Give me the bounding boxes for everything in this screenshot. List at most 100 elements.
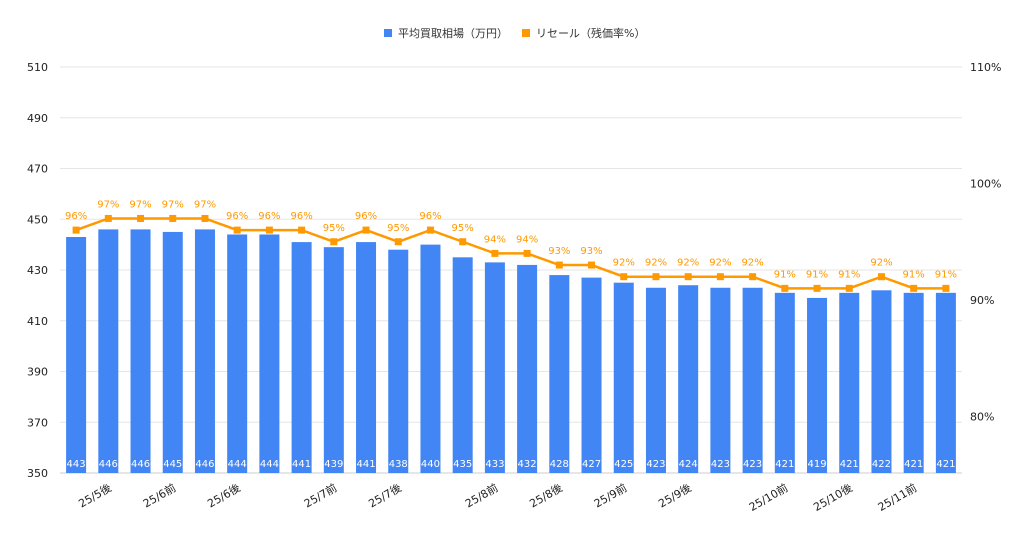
x-tick-label: 25/10後	[811, 480, 855, 513]
line-point	[137, 214, 145, 222]
bar-data-label: 432	[518, 459, 537, 470]
line-point	[620, 273, 628, 281]
left-tick-label: 510	[27, 61, 48, 74]
bar-data-label: 444	[228, 459, 247, 470]
bar-series: 443 446 446 445 446 444 444 441 439 441 438 440 435 4…	[66, 229, 956, 473]
line-data-label: 97%	[162, 199, 184, 210]
bar	[742, 287, 763, 473]
line-data-label: 97%	[97, 199, 119, 210]
line-data-label: 92%	[645, 258, 667, 269]
bar-data-label: 440	[421, 459, 440, 470]
bar	[323, 247, 344, 473]
bar	[259, 234, 280, 473]
bar	[356, 242, 377, 473]
x-tick-label: 25/7後	[366, 480, 404, 510]
line-point	[749, 273, 757, 281]
line-point	[555, 261, 563, 269]
bar	[66, 237, 87, 473]
line-series: 96% 97% 97% 97% 97% 96% 96% 96% 95% 96% 95% 96% 95% 9…	[65, 199, 957, 292]
bar-data-label: 419	[807, 459, 826, 470]
bar	[98, 229, 119, 473]
bar-data-label: 421	[840, 459, 859, 470]
bar	[227, 234, 248, 473]
bar-data-label: 428	[550, 459, 569, 470]
bar	[130, 229, 151, 473]
bar-data-label: 423	[646, 459, 665, 470]
bar-data-label: 441	[292, 459, 311, 470]
line-point	[169, 214, 177, 222]
left-tick-label: 450	[27, 213, 48, 226]
bar-data-label: 435	[453, 459, 472, 470]
bar	[194, 229, 215, 473]
bar-data-label: 443	[67, 459, 86, 470]
line-data-label: 92%	[613, 258, 635, 269]
bar	[903, 292, 924, 473]
line-point	[845, 284, 853, 292]
line-data-label: 96%	[290, 211, 312, 222]
line-data-label: 96%	[258, 211, 280, 222]
x-tick-label: 25/5後	[76, 480, 114, 510]
x-tick-label: 25/8後	[527, 480, 565, 510]
bar	[678, 285, 699, 473]
line-data-label: 91%	[806, 269, 828, 280]
bar	[420, 244, 441, 473]
line-data-label: 95%	[387, 223, 409, 234]
left-tick-label: 490	[27, 112, 48, 125]
bar	[484, 262, 505, 473]
line-point	[652, 273, 660, 281]
line-point	[684, 273, 692, 281]
bar	[613, 282, 634, 473]
bar	[710, 287, 731, 473]
line-data-label: 92%	[677, 258, 699, 269]
left-tick-label: 350	[27, 467, 48, 480]
bar-data-label: 439	[324, 459, 343, 470]
line-data-label: 96%	[226, 211, 248, 222]
bar	[645, 287, 666, 473]
bar-data-label: 421	[904, 459, 923, 470]
line-point	[330, 238, 338, 246]
line-point	[394, 238, 402, 246]
line-data-label: 91%	[774, 269, 796, 280]
line-data-label: 92%	[741, 258, 763, 269]
bar-data-label: 423	[711, 459, 730, 470]
right-tick-label: 110%	[970, 61, 1001, 74]
bar-data-label: 421	[775, 459, 794, 470]
line-point	[265, 226, 273, 234]
right-tick-label: 100%	[970, 178, 1001, 191]
x-tick-label: 25/10前	[746, 480, 790, 513]
line-data-label: 97%	[129, 199, 151, 210]
bar-data-label: 427	[582, 459, 601, 470]
line-data-label: 96%	[355, 211, 377, 222]
left-tick-label: 370	[27, 416, 48, 429]
legend-swatch-bar	[384, 29, 392, 37]
line-point	[781, 284, 789, 292]
x-tick-label: 25/6後	[205, 480, 243, 510]
x-tick-label: 25/9前	[591, 480, 629, 510]
bar-data-label: 446	[131, 459, 150, 470]
legend-swatch-line	[522, 29, 530, 37]
line-point	[910, 284, 918, 292]
legend-label-bar: 平均買取相場（万円）	[398, 27, 508, 40]
left-tick-label: 390	[27, 366, 48, 379]
line-point	[877, 273, 885, 281]
bar-data-label: 446	[99, 459, 118, 470]
x-tick-label: 25/9後	[656, 480, 694, 510]
line-point	[104, 214, 112, 222]
bar	[388, 249, 409, 473]
bar	[581, 277, 602, 473]
bar-data-label: 445	[163, 459, 182, 470]
x-tick-label: 25/8前	[462, 480, 500, 510]
line-point	[201, 214, 209, 222]
bar	[774, 292, 795, 473]
line-data-label: 91%	[838, 269, 860, 280]
line-data-label: 96%	[419, 211, 441, 222]
left-tick-label: 470	[27, 163, 48, 176]
bar	[291, 242, 312, 473]
line-point	[298, 226, 306, 234]
line-point	[233, 226, 241, 234]
line-point	[459, 238, 467, 246]
line-point	[942, 284, 950, 292]
bar-data-label: 425	[614, 459, 633, 470]
line-point	[426, 226, 434, 234]
line-point	[362, 226, 370, 234]
